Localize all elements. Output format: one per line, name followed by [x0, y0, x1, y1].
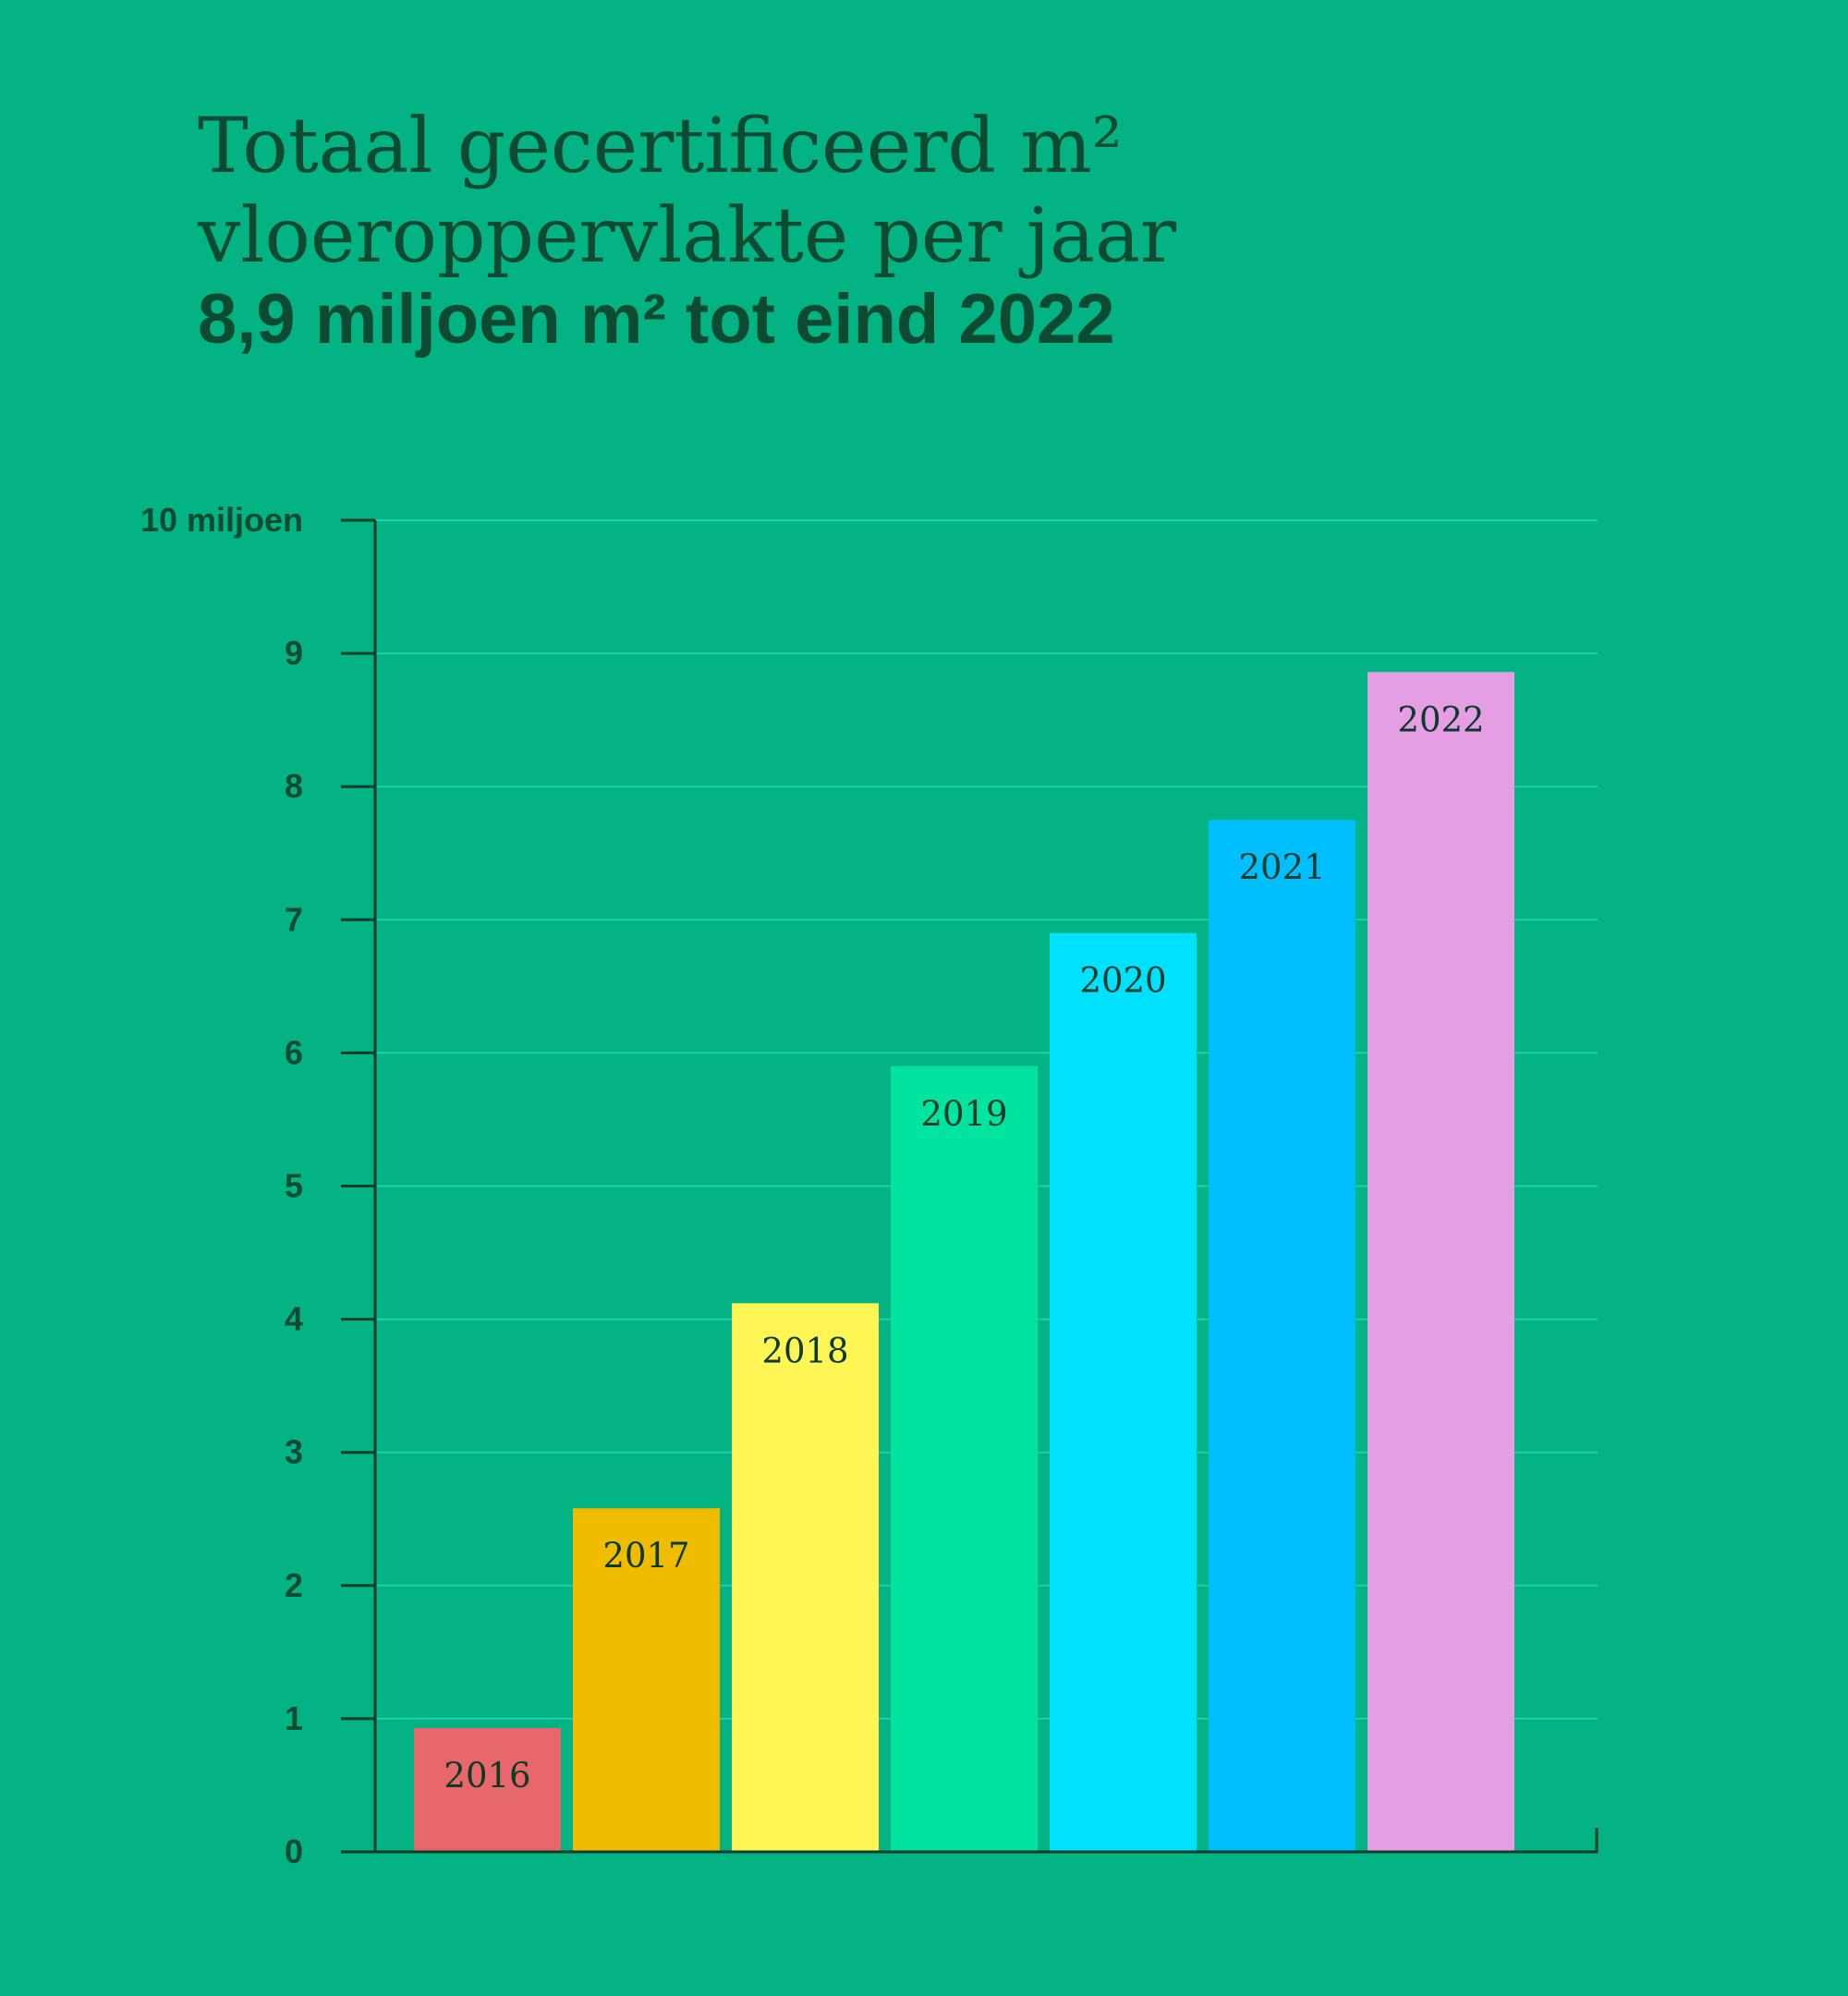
y-tick-label: 10 miljoen	[140, 501, 303, 539]
bar	[414, 1727, 561, 1852]
y-tick-label: 1	[285, 1699, 303, 1737]
bar-label: 2017	[602, 1536, 689, 1576]
y-tick-label: 7	[285, 900, 303, 938]
y-tick-label: 9	[285, 634, 303, 672]
bar-label: 2021	[1238, 847, 1325, 887]
bar-label: 2020	[1079, 961, 1166, 1001]
bar	[573, 1508, 720, 1852]
chart-title-line-1: Totaal gecertificeerd m²	[198, 103, 1123, 190]
y-tick-label: 4	[285, 1300, 303, 1338]
chart-subtitle: 8,9 miljoen m² tot eind 2022	[198, 280, 1115, 359]
y-tick-label: 8	[285, 767, 303, 805]
bar-label: 2016	[444, 1756, 530, 1795]
bar-label: 2019	[920, 1094, 1007, 1134]
y-tick-label: 6	[285, 1033, 303, 1071]
bar	[1368, 672, 1514, 1853]
y-tick-label: 2	[285, 1566, 303, 1604]
y-tick-label: 3	[285, 1433, 303, 1471]
y-tick-label: 5	[285, 1167, 303, 1205]
bar	[891, 1065, 1038, 1852]
y-tick-label: 0	[285, 1832, 303, 1870]
bar	[1209, 820, 1356, 1852]
bar-label: 2018	[761, 1331, 848, 1370]
chart-title-line-2: vloeroppervlakte per jaar	[198, 192, 1177, 280]
bar	[1050, 932, 1197, 1852]
bar	[732, 1303, 879, 1852]
bar-label: 2022	[1397, 700, 1484, 739]
